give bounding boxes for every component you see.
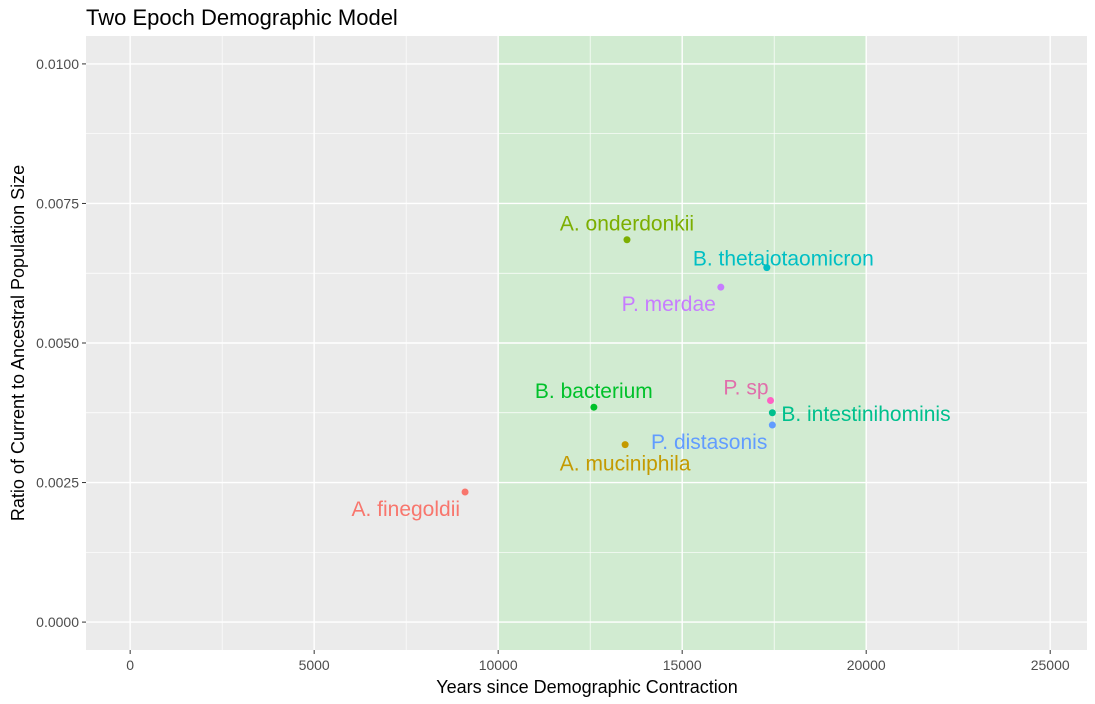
data-point <box>768 421 776 429</box>
y-axis-label: Ratio of Current to Ancestral Population… <box>8 165 28 521</box>
y-tick-label: 0.0075 <box>36 195 79 211</box>
data-point <box>717 283 725 291</box>
data-point <box>763 264 771 272</box>
data-point-label: A. finegoldii <box>351 498 460 521</box>
data-point-label: B. bacterium <box>535 380 653 403</box>
data-point-label: P. sp <box>723 376 768 399</box>
data-point <box>590 403 598 411</box>
y-tick-label: 0.0050 <box>36 335 79 351</box>
x-tick-label: 0 <box>126 657 134 673</box>
data-point-label: A. muciniphila <box>560 453 691 476</box>
x-axis-label: Years since Demographic Contraction <box>436 677 738 697</box>
data-point <box>621 441 629 449</box>
data-point-label: B. intestinihominis <box>781 403 950 426</box>
data-point <box>461 488 469 496</box>
y-tick-label: 0.0025 <box>36 475 79 491</box>
chart-title: Two Epoch Demographic Model <box>86 5 398 30</box>
x-tick-label: 15000 <box>663 657 702 673</box>
data-point-label: P. merdae <box>622 293 716 316</box>
x-tick-label: 5000 <box>299 657 330 673</box>
data-point-label: B. thetaiotaomicron <box>693 248 874 271</box>
data-point <box>767 396 775 404</box>
y-tick-label: 0.0000 <box>36 614 79 630</box>
x-tick-label: 25000 <box>1031 657 1070 673</box>
data-point <box>623 236 631 244</box>
x-tick-label: 20000 <box>847 657 886 673</box>
data-point-label: A. onderdonkii <box>560 213 694 236</box>
data-point-label: P. distasonis <box>651 431 767 454</box>
x-tick-label: 10000 <box>479 657 518 673</box>
y-tick-label: 0.0100 <box>36 56 79 72</box>
data-point <box>768 409 776 417</box>
